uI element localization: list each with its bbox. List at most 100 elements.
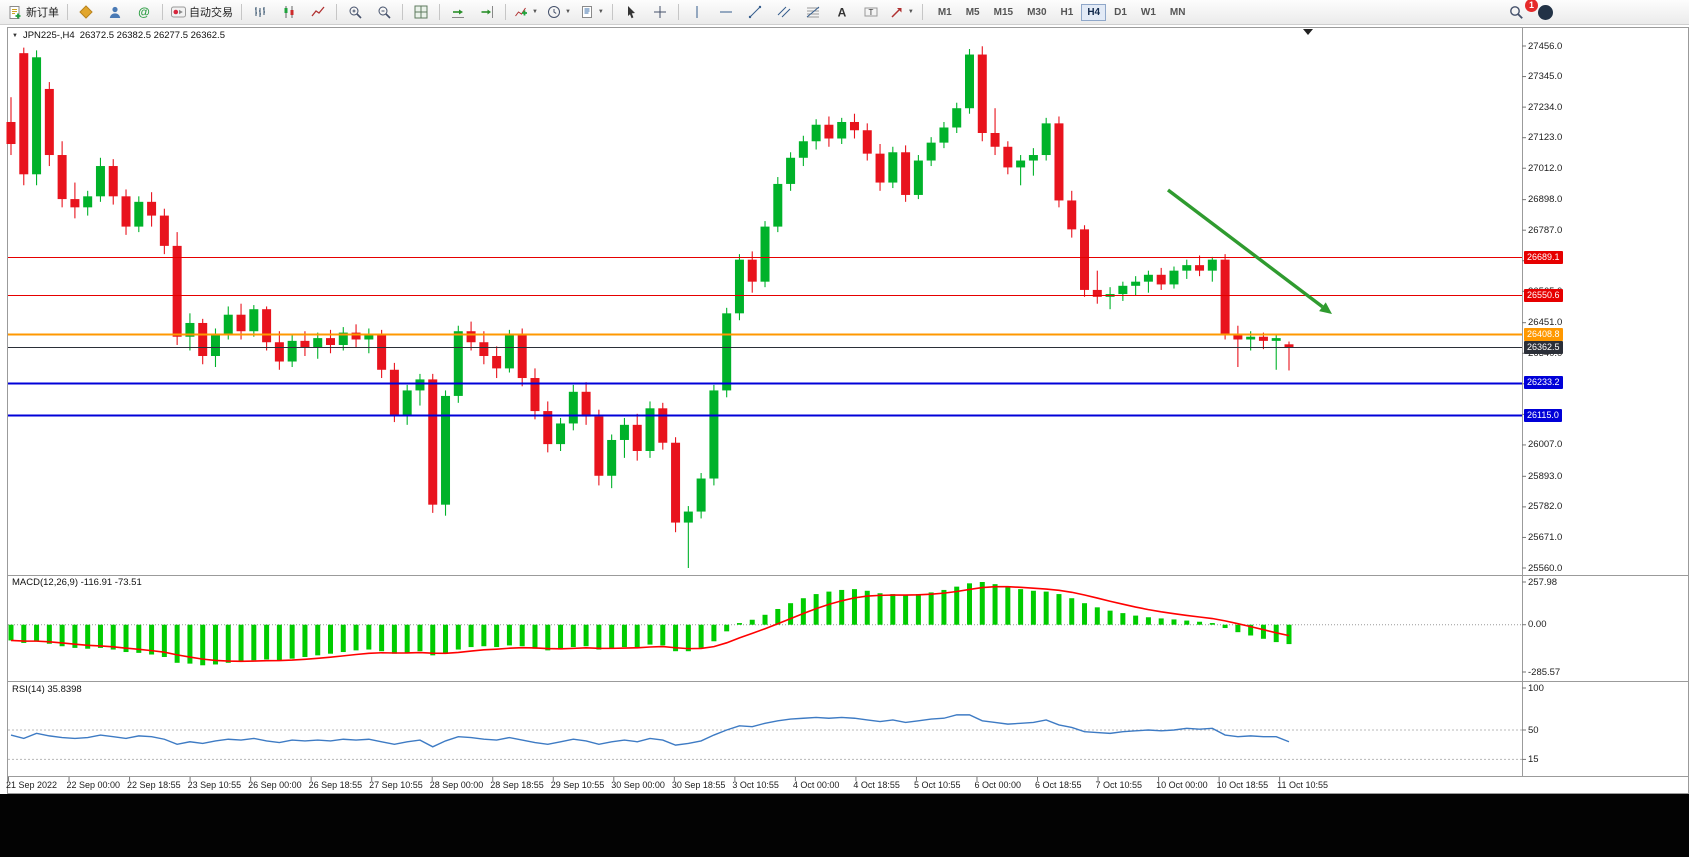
label-tool-button[interactable]: T bbox=[857, 1, 885, 23]
macd-histogram-bar bbox=[1030, 590, 1036, 625]
macd-pane bbox=[8, 581, 1526, 673]
arrows-tool-button[interactable]: ▼ bbox=[886, 1, 918, 23]
toolbar-separator bbox=[67, 4, 68, 20]
macd-histogram-bar bbox=[379, 624, 385, 652]
candle-body bbox=[760, 226, 770, 282]
notifications-icon bbox=[1537, 4, 1553, 20]
autotrade-label: 自动交易 bbox=[189, 7, 233, 19]
timeframe-button-d1[interactable]: D1 bbox=[1114, 6, 1127, 18]
indicators-icon bbox=[515, 7, 527, 17]
zoom-out-icon bbox=[378, 6, 391, 19]
candle-body bbox=[965, 54, 974, 109]
candle-body bbox=[492, 356, 502, 369]
periods-button[interactable]: ▼ bbox=[543, 1, 575, 23]
timeframe-button-w1[interactable]: W1 bbox=[1140, 6, 1156, 18]
timeframe-button-m5[interactable]: M5 bbox=[965, 6, 980, 18]
candle-body bbox=[415, 379, 425, 391]
templates-button[interactable]: ▼ bbox=[576, 1, 608, 23]
candle-body bbox=[671, 442, 681, 523]
candle-body bbox=[441, 395, 451, 505]
fibonacci-icon bbox=[806, 6, 820, 18]
macd-histogram-bar bbox=[1145, 617, 1151, 625]
trend-arrow-head bbox=[1319, 302, 1332, 314]
channel-tool-button[interactable] bbox=[770, 1, 798, 23]
candle-body bbox=[722, 313, 732, 391]
vertical-line-tool-button[interactable] bbox=[683, 1, 711, 23]
macd-histogram-bar bbox=[864, 590, 870, 625]
dropdown-caret-icon: ▼ bbox=[564, 9, 571, 15]
bar-chart-button[interactable] bbox=[246, 1, 274, 23]
chart-shift-button[interactable] bbox=[473, 1, 501, 23]
macd-histogram-bar bbox=[1005, 586, 1011, 625]
template-icon bbox=[581, 6, 592, 18]
fibonacci-tool-button[interactable] bbox=[799, 1, 827, 23]
timeframe-toolbar: M1 M5 M15 M30 H1 H4 D1 W1 MN bbox=[931, 3, 1193, 21]
timeframe-button-h4[interactable]: H4 bbox=[1081, 3, 1107, 21]
candle-body bbox=[1143, 274, 1153, 282]
community-button[interactable]: @ bbox=[130, 1, 158, 23]
macd-histogram-bar bbox=[775, 608, 781, 625]
candle-body bbox=[556, 423, 566, 445]
notifications-button[interactable]: 1 bbox=[1525, 0, 1559, 23]
crosshair-button[interactable] bbox=[646, 1, 674, 23]
candle-body bbox=[1156, 274, 1166, 285]
candle-body bbox=[108, 166, 118, 197]
new-order-button[interactable]: 新订单 bbox=[4, 1, 63, 23]
timeframe-button-m15[interactable]: M15 bbox=[993, 6, 1014, 18]
macd-histogram-bar bbox=[72, 624, 78, 648]
tile-windows-button[interactable] bbox=[407, 1, 435, 23]
dropdown-caret-icon: ▼ bbox=[597, 9, 604, 15]
candle-body bbox=[57, 155, 67, 200]
candle-body bbox=[1233, 333, 1243, 340]
candle-body bbox=[1195, 265, 1205, 271]
horizontal-line-tool-button[interactable] bbox=[712, 1, 740, 23]
trend-arrow-shaft[interactable] bbox=[1166, 188, 1324, 309]
macd-histogram-bar bbox=[1158, 618, 1164, 625]
candle-body bbox=[466, 331, 476, 343]
candle-body bbox=[1220, 259, 1230, 334]
candle-body bbox=[849, 121, 859, 131]
macd-histogram-bar bbox=[839, 589, 845, 625]
macd-histogram-bar bbox=[1069, 598, 1075, 625]
market-button[interactable] bbox=[72, 1, 100, 23]
candle-body bbox=[338, 332, 348, 345]
chart-symbol-info[interactable]: ▼ JPN225-,H4 26372.5 26382.5 26277.5 263… bbox=[12, 30, 225, 41]
macd-histogram-bar bbox=[391, 624, 397, 654]
macd-histogram-bar bbox=[1248, 624, 1254, 636]
candle-body bbox=[1003, 146, 1013, 168]
candlestick-chart-button[interactable] bbox=[275, 1, 303, 23]
zoom-out-button[interactable] bbox=[370, 1, 398, 23]
search-button[interactable] bbox=[1502, 1, 1530, 23]
timeframe-button-m1[interactable]: M1 bbox=[937, 6, 952, 18]
cursor-button[interactable] bbox=[617, 1, 645, 23]
macd-histogram-bar bbox=[851, 589, 857, 625]
indicators-button[interactable]: ▼ bbox=[510, 1, 542, 23]
line-chart-button[interactable] bbox=[304, 1, 332, 23]
macd-histogram-bar bbox=[417, 624, 423, 652]
candle-body bbox=[185, 322, 195, 337]
macd-indicator-label: MACD(12,26,9) -116.91 -73.51 bbox=[12, 577, 142, 588]
macd-histogram-bar bbox=[570, 624, 576, 648]
trendline-tool-button[interactable] bbox=[741, 1, 769, 23]
candle-body bbox=[32, 57, 42, 175]
macd-histogram-bar bbox=[59, 624, 65, 647]
zoom-in-button[interactable] bbox=[341, 1, 369, 23]
candle-body bbox=[1054, 123, 1064, 201]
chart-dropdown-icon[interactable]: ▼ bbox=[12, 32, 18, 39]
macd-histogram-bar bbox=[340, 624, 346, 653]
profile-button[interactable] bbox=[101, 1, 129, 23]
macd-histogram-bar bbox=[1197, 621, 1203, 625]
autoscroll-button[interactable] bbox=[444, 1, 472, 23]
candle-body bbox=[696, 478, 706, 512]
timeframe-button-m30[interactable]: M30 bbox=[1027, 6, 1047, 18]
macd-histogram-bar bbox=[443, 624, 449, 654]
text-tool-button[interactable]: A bbox=[828, 1, 856, 23]
new-order-label: 新订单 bbox=[26, 7, 59, 19]
text-tool-icon: A bbox=[838, 6, 847, 20]
candle-body bbox=[1067, 200, 1077, 230]
timeframe-button-h1[interactable]: H1 bbox=[1060, 6, 1074, 18]
timeframe-button-mn[interactable]: MN bbox=[1169, 6, 1186, 18]
autotrade-button[interactable]: 自动交易 bbox=[167, 1, 237, 23]
